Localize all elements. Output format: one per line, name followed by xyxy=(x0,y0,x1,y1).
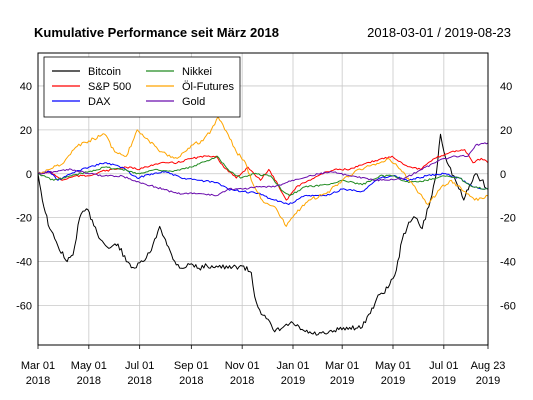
x-tick-label-year: 2019 xyxy=(381,375,405,387)
x-tick-label: Aug 23 xyxy=(471,360,506,372)
series-line-gold xyxy=(37,142,489,197)
y-tick-label-right: 0 xyxy=(500,169,506,181)
legend-label: Gold xyxy=(182,96,205,108)
series-lines xyxy=(37,116,489,336)
y-tick-label-left: 20 xyxy=(20,125,32,137)
x-tick-label: May 01 xyxy=(375,360,411,372)
legend: Bitcoin S&P 500 DAX Nikkei Öl-Futures Gold xyxy=(43,56,241,118)
x-tick-label: Jan 01 xyxy=(276,360,309,372)
legend-label: S&P 500 xyxy=(88,81,131,93)
x-tick-label: Mar 01 xyxy=(21,360,55,372)
y-tick-label-left: -20 xyxy=(16,213,32,225)
x-tick-label-year: 2019 xyxy=(476,375,500,387)
series-line--l-futures xyxy=(37,116,489,227)
x-tick-label: Jul 01 xyxy=(125,360,154,372)
x-tick-label: May 01 xyxy=(71,360,107,372)
axes: Mar 01 2018 May 01 2018 Jul 01 2018 Sep 01 2018… xyxy=(16,81,516,387)
y-tick-label-left: 40 xyxy=(20,81,32,93)
y-tick-label-right: -60 xyxy=(500,300,516,312)
date-range-label: 2018-03-01 / 2019-08-23 xyxy=(367,25,511,40)
legend-label: DAX xyxy=(88,96,111,108)
plot-frame xyxy=(37,52,489,346)
chart-title: Kumulative Performance seit März 2018 xyxy=(34,25,279,40)
x-tick-label-year: 2019 xyxy=(330,375,354,387)
x-tick-label: Nov 01 xyxy=(225,360,260,372)
y-tick-label-right: -40 xyxy=(500,257,516,269)
y-tick-label-left: 0 xyxy=(26,169,32,181)
x-tick-label-year: 2019 xyxy=(432,375,456,387)
series-line-dax xyxy=(37,162,489,205)
x-tick-label: Mar 01 xyxy=(325,360,359,372)
legend-label: Bitcoin xyxy=(88,66,121,78)
legend-label: Öl-Futures xyxy=(182,81,234,93)
legend-box xyxy=(43,56,241,118)
x-tick-label-year: 2018 xyxy=(230,375,254,387)
y-tick-label-right: -20 xyxy=(500,213,516,225)
x-tick-label-year: 2019 xyxy=(281,375,305,387)
y-tick-label-right: 40 xyxy=(500,81,512,93)
x-tick-label-year: 2018 xyxy=(26,375,50,387)
series-line-bitcoin xyxy=(37,133,489,336)
x-tick-label-year: 2018 xyxy=(77,375,101,387)
y-tick-label-left: -60 xyxy=(16,300,32,312)
x-tick-label: Jul 01 xyxy=(429,360,458,372)
series-line-nikkei xyxy=(37,155,489,197)
x-tick-label-year: 2018 xyxy=(127,375,151,387)
y-tick-label-right: 20 xyxy=(500,125,512,137)
y-tick-label-left: -40 xyxy=(16,257,32,269)
x-tick-label: Sep 01 xyxy=(174,360,209,372)
x-tick-label-year: 2018 xyxy=(179,375,203,387)
legend-label: Nikkei xyxy=(182,66,212,78)
